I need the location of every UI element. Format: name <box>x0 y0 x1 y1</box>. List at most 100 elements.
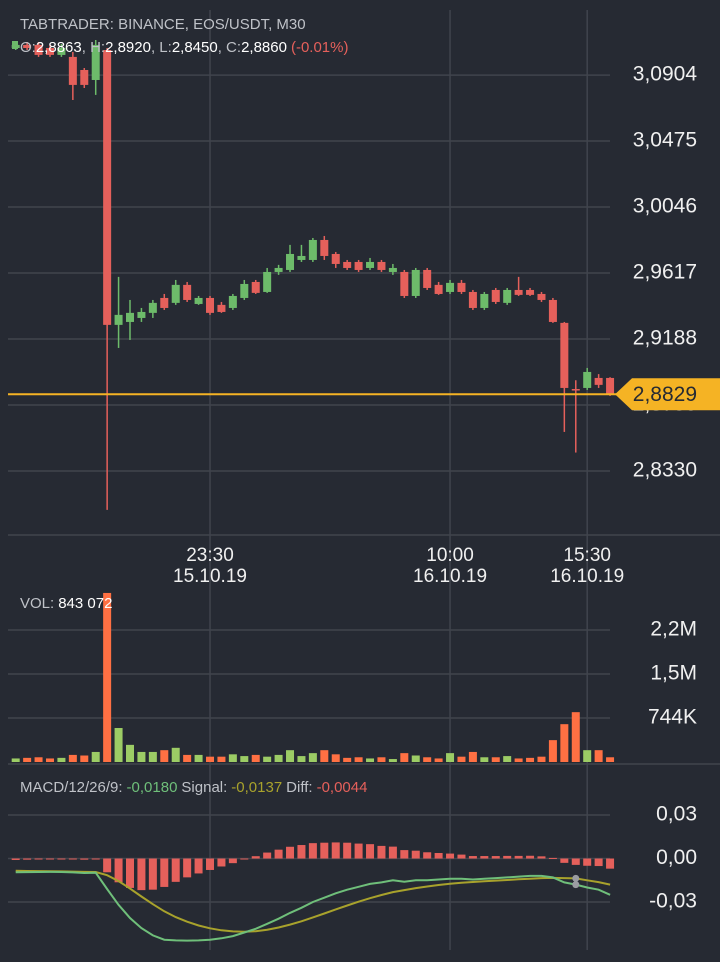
diff-bar <box>263 852 272 859</box>
signal-line <box>15 869 611 933</box>
volume-bar <box>366 758 375 762</box>
volume-bar <box>480 757 489 762</box>
volume-bar <box>206 756 215 762</box>
volume-bar <box>491 757 500 762</box>
diff-bar <box>23 858 32 860</box>
candle-body <box>446 282 455 292</box>
volume-bar <box>377 757 386 762</box>
y-tick-label: -0,03 <box>649 890 697 913</box>
legend-value: -0,0044 <box>317 779 368 796</box>
legend-value: 2,8450 <box>172 39 218 56</box>
macd-line <box>15 870 611 942</box>
x-tick-label: 23:30 <box>186 545 234 566</box>
candle-body <box>240 283 249 298</box>
volume-bar <box>240 756 249 762</box>
legend-value: 2,8863 <box>36 39 82 56</box>
volume-bar <box>537 756 546 762</box>
candle-body <box>366 261 375 268</box>
legend-key: Diff: <box>286 779 312 796</box>
candle-body <box>137 311 146 318</box>
candle-body <box>228 295 237 308</box>
diff-bar <box>526 855 535 859</box>
candle-body <box>468 291 477 308</box>
last-price-label: 2,8829 <box>633 383 697 406</box>
diff-bar <box>388 846 397 859</box>
diff-bar <box>297 845 306 859</box>
macd-legend: MACD/12/26/9: -0,0180 Signal: -0,0137 Diff: -… <box>20 779 367 796</box>
crosshair-dot <box>572 881 580 889</box>
legend-value: -0,0180 <box>127 779 178 796</box>
volume-bar <box>11 758 20 762</box>
legend-key: MACD/12/26/9: <box>20 779 123 796</box>
diff-bar <box>583 858 592 866</box>
volume-bar <box>320 750 329 762</box>
x-tick-date: 16.10.19 <box>550 566 624 587</box>
candle-body <box>148 302 157 313</box>
diff-bar <box>514 855 523 859</box>
candle-body <box>503 289 512 303</box>
volume-bar <box>251 754 260 762</box>
y-tick-label: 2,2M <box>650 618 697 641</box>
candle-body <box>423 269 432 288</box>
volume-bar <box>137 751 146 762</box>
volume-bar <box>80 755 89 762</box>
volume-bar <box>91 751 100 762</box>
volume-bar <box>594 750 603 762</box>
diff-bar <box>308 843 317 859</box>
diff-bar <box>366 844 375 859</box>
candle-body <box>411 269 420 296</box>
chart-title: TABTRADER: BINANCE, EOS/USDT, M30 <box>20 16 306 33</box>
diff-bar <box>194 858 203 874</box>
legend-key: VOL: <box>20 595 54 612</box>
candle-body <box>160 297 169 308</box>
candle-body <box>491 289 500 302</box>
candle-body <box>400 271 409 296</box>
last-price-badge <box>615 378 720 411</box>
diff-bar <box>34 858 43 860</box>
candle-body <box>548 299 557 322</box>
candle-body <box>606 377 615 395</box>
legend-key: , L: <box>151 39 172 56</box>
volume-bar <box>68 754 77 762</box>
volume-legend: VOL: 843 072 <box>20 595 112 612</box>
diff-bar <box>480 856 489 859</box>
volume-bar <box>217 756 226 762</box>
legend-key: , C: <box>218 39 241 56</box>
legend-change: (-0.01%) <box>291 39 349 56</box>
x-tick-date: 15.10.19 <box>173 566 247 587</box>
volume-bar <box>411 755 420 762</box>
diff-bar <box>228 858 237 864</box>
diff-bar <box>491 856 500 859</box>
volume-bar <box>548 740 557 762</box>
diff-bar <box>206 858 215 870</box>
volume-bar <box>57 757 66 762</box>
volume-bar <box>274 754 283 762</box>
volume-bar <box>263 756 272 762</box>
volume-bar <box>468 751 477 762</box>
volume-bar <box>45 758 54 762</box>
candle-body <box>274 267 283 272</box>
volume-bar <box>34 757 43 762</box>
volume-bar <box>400 753 409 762</box>
candle-body <box>103 49 112 325</box>
volume-bar <box>194 754 203 762</box>
volume-bar <box>308 753 317 762</box>
diff-bar <box>503 855 512 859</box>
candle-body <box>560 322 569 388</box>
legend-value: 2,8920 <box>105 39 151 56</box>
candle-body <box>91 44 100 80</box>
diff-bar <box>68 858 77 860</box>
candle-body <box>320 239 329 256</box>
diff-bar <box>160 858 169 887</box>
volume-bar <box>23 757 32 762</box>
legend-key: Signal: <box>181 779 227 796</box>
candle-body <box>194 297 203 304</box>
candle-body <box>23 44 32 48</box>
diff-bar <box>548 857 557 859</box>
candle-body <box>377 261 386 270</box>
volume-bar <box>388 759 397 762</box>
volume-bar <box>103 592 112 762</box>
candle-body <box>480 293 489 308</box>
